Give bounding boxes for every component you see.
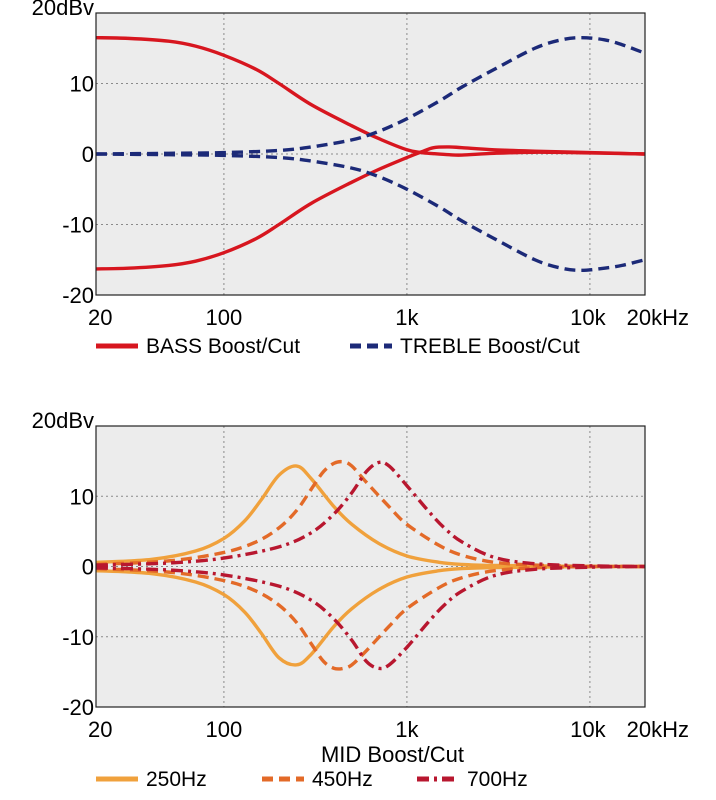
x-tick-label: 100: [206, 305, 243, 330]
x-tick-label: 10k: [570, 717, 606, 742]
y-tick-label: -10: [62, 213, 94, 238]
y-tick-label: 20dBv: [32, 0, 94, 20]
y-tick-label: -10: [62, 625, 94, 650]
series-line: [95, 145, 646, 271]
series-line: [95, 564, 646, 667]
y-tick-label: 20dBv: [32, 408, 94, 433]
x-tick-label: 10k: [570, 305, 606, 330]
y-tick-label: -20: [62, 283, 94, 308]
y-tick-label: -20: [62, 695, 94, 720]
legend-label: 450Hz: [312, 768, 373, 791]
legend-item: 450Hz: [262, 768, 373, 791]
series-line: [95, 35, 646, 157]
series-line: [95, 464, 646, 569]
legend-item: 700Hz: [417, 768, 528, 791]
y-tick-label: 10: [70, 484, 94, 509]
y-tick-label: 0: [82, 555, 94, 580]
plot-frame: [95, 425, 646, 708]
legend-item: BASS Boost/Cut: [96, 335, 300, 358]
series-line: [95, 564, 646, 671]
series-line: [95, 35, 646, 156]
x-tick-label: 20kHz: [627, 717, 689, 742]
legend-label: TREBLE Boost/Cut: [400, 335, 580, 358]
plot-frame: [95, 12, 646, 296]
x-tick-label: 100: [206, 717, 243, 742]
x-tick-label: 20: [88, 717, 112, 742]
series-line: [95, 459, 646, 569]
legend-label: 700Hz: [467, 768, 528, 791]
x-tick-label: 1k: [395, 717, 419, 742]
legend-item: 250Hz: [96, 768, 207, 791]
x-tick-label: 20kHz: [627, 305, 689, 330]
series-line: [95, 152, 646, 273]
y-tick-label: 10: [70, 72, 94, 97]
x-tick-label: 20: [88, 305, 112, 330]
legend-item: TREBLE Boost/Cut: [350, 335, 580, 358]
legend-label: BASS Boost/Cut: [146, 335, 300, 358]
y-tick-label: 0: [82, 142, 94, 167]
legend-label: 250Hz: [146, 768, 207, 791]
x-axis-label: MID Boost/Cut: [321, 742, 464, 767]
x-tick-label: 1k: [395, 305, 419, 330]
